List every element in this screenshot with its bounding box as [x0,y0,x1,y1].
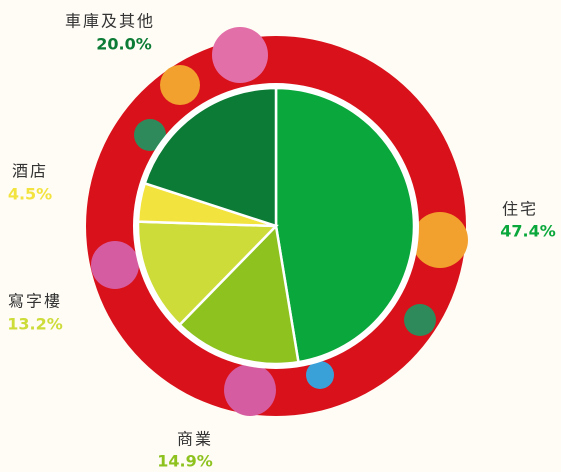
value-label: 47.4% [500,222,556,241]
chart: 住宅 47.4% 商業 14.9% 寫字樓 13.2% 酒店 4.5% 車庫及其他 20.0% [0,0,561,472]
value-label: 4.5% [8,185,52,204]
category-label: 商業 [177,430,213,449]
value-label: 20.0% [96,35,152,54]
category-label: 寫字樓 [8,292,62,311]
category-label: 酒店 [12,162,48,181]
category-label: 車庫及其他 [65,12,155,31]
value-label: 14.9% [157,452,213,471]
value-label: 13.2% [7,315,63,334]
page: 住宅47.4%商業14.9%寫字樓13.2%酒店4.5%車庫及其他20.0% (… [0,0,561,472]
category-label: 住宅 [502,200,538,219]
pie [138,88,414,364]
